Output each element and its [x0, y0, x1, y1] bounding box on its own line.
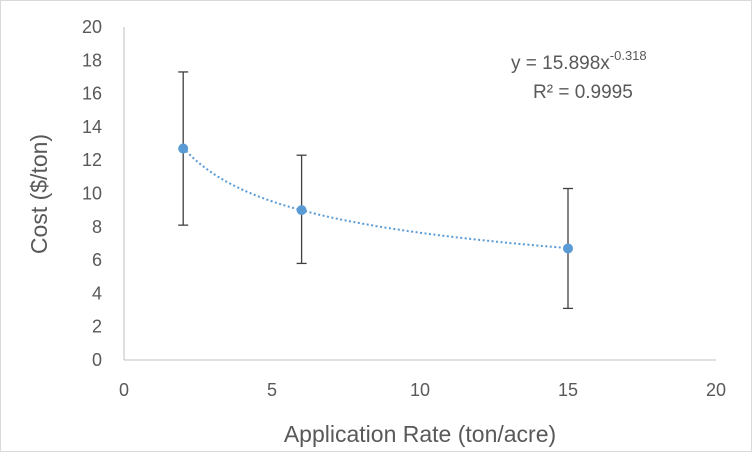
- equation-exponent: -0.318: [610, 48, 647, 63]
- x-tick-label: 0: [119, 380, 129, 400]
- y-tick-label: 18: [82, 50, 102, 70]
- data-point: [563, 243, 573, 254]
- y-tick-label: 6: [92, 250, 102, 270]
- y-tick-label: 10: [82, 184, 102, 204]
- y-tick-label: 0: [92, 350, 102, 370]
- y-tick-label: 2: [92, 317, 102, 337]
- trendline: [182, 147, 569, 250]
- y-tick-label: 20: [82, 17, 102, 37]
- data-point: [296, 205, 307, 216]
- data-point: [178, 143, 189, 154]
- y-tick-label: 16: [82, 84, 102, 104]
- r-squared-label: R² = 0.9995: [533, 82, 633, 103]
- trendline-equation: y = 15.898x-0.318: [511, 48, 647, 74]
- x-tick-label: 5: [267, 380, 277, 400]
- equation-base: y = 15.898x: [511, 53, 610, 74]
- x-tick-label: 20: [706, 380, 726, 400]
- x-tick-label: 10: [410, 380, 430, 400]
- y-tick-label: 12: [82, 150, 102, 170]
- x-tick-label: 15: [558, 380, 578, 400]
- x-axis-title: Application Rate (ton/acre): [284, 421, 556, 447]
- y-axis-title: Cost ($/ton): [26, 134, 52, 254]
- y-tick-label: 4: [92, 283, 102, 303]
- y-tick-label: 8: [92, 217, 102, 237]
- y-tick-label: 14: [82, 117, 102, 137]
